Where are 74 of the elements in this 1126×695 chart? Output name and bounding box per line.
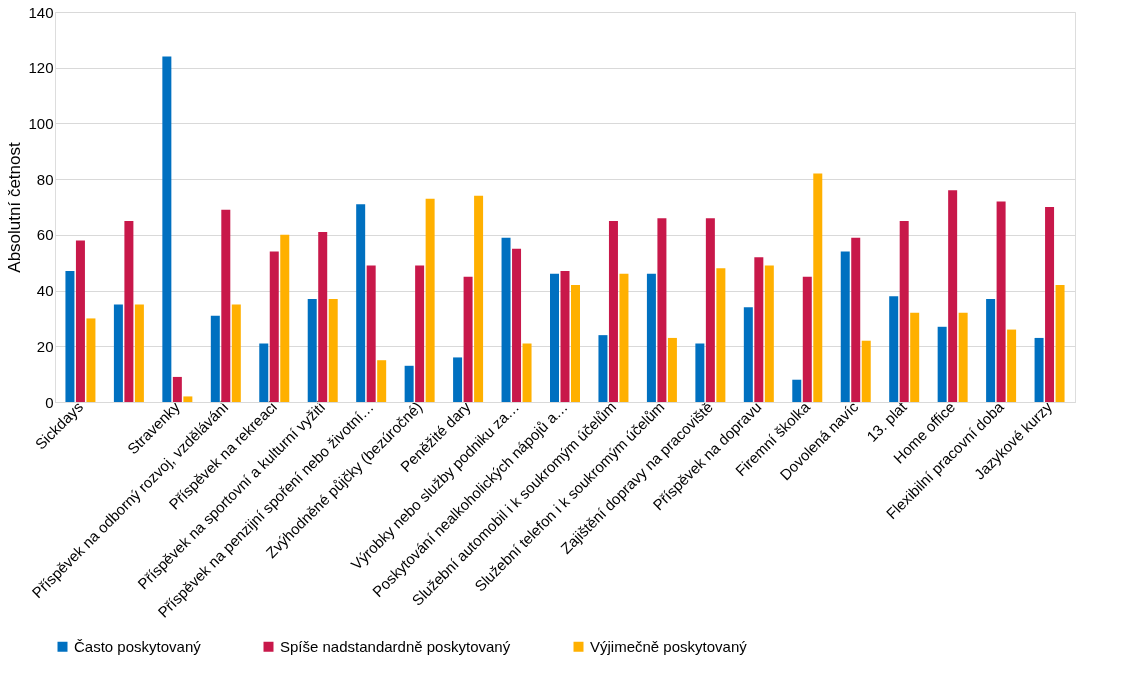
bar xyxy=(608,220,618,402)
y-tick-label: 60 xyxy=(36,226,54,244)
bar xyxy=(231,304,241,402)
y-tick-label: 40 xyxy=(36,282,54,300)
bar xyxy=(851,237,861,402)
legend-label: Výjimečně poskytovaný xyxy=(590,637,748,655)
bar xyxy=(560,271,570,402)
bar xyxy=(754,257,764,402)
bar xyxy=(598,335,608,402)
bar xyxy=(221,209,231,402)
bar xyxy=(861,340,871,402)
bar xyxy=(937,326,947,402)
bar xyxy=(619,273,629,402)
bar xyxy=(657,218,667,402)
bar xyxy=(1045,207,1055,402)
bar xyxy=(259,343,269,402)
bar xyxy=(1034,337,1044,402)
bar xyxy=(1007,329,1017,402)
bar xyxy=(356,204,366,402)
bar xyxy=(764,265,774,402)
bar xyxy=(113,304,123,402)
legend-label: Často poskytovaný xyxy=(74,637,202,655)
bar xyxy=(463,276,473,402)
bar xyxy=(743,307,753,402)
bar xyxy=(667,337,677,402)
bar xyxy=(134,304,144,402)
bar xyxy=(986,298,996,402)
bar xyxy=(415,265,425,402)
bar xyxy=(889,296,899,402)
bar xyxy=(425,198,435,402)
bar xyxy=(162,56,172,402)
y-tick-label: 100 xyxy=(28,114,54,132)
bar xyxy=(792,379,802,402)
bar xyxy=(269,251,279,402)
y-tick-label: 140 xyxy=(28,3,54,21)
y-tick-label: 20 xyxy=(36,337,54,355)
bar xyxy=(899,220,909,402)
bar xyxy=(522,343,532,402)
bar xyxy=(318,232,328,402)
y-tick-label: 120 xyxy=(28,59,54,77)
bar xyxy=(366,265,376,402)
bar xyxy=(404,365,414,402)
bar xyxy=(210,315,220,402)
bar xyxy=(705,218,715,402)
bar xyxy=(65,271,75,402)
bar xyxy=(377,360,387,402)
bar xyxy=(550,273,559,402)
bar xyxy=(813,173,823,402)
bar xyxy=(307,298,317,402)
bar xyxy=(958,312,968,402)
bar xyxy=(124,220,134,402)
bar xyxy=(86,318,96,402)
bar xyxy=(646,273,656,402)
bar xyxy=(802,276,812,402)
bar xyxy=(172,376,182,402)
bar xyxy=(910,312,920,402)
bar xyxy=(695,343,705,402)
bar xyxy=(75,240,85,402)
bar xyxy=(1055,285,1065,402)
y-tick-label: 80 xyxy=(36,170,54,188)
bar xyxy=(501,237,511,402)
bar xyxy=(512,248,522,402)
bar xyxy=(996,201,1006,402)
bar xyxy=(571,285,580,402)
bar xyxy=(280,234,290,402)
bar xyxy=(453,357,463,402)
bar xyxy=(840,251,850,402)
bar xyxy=(183,396,193,402)
legend-label: Spíše nadstandardně poskytovaný xyxy=(280,637,511,655)
bar xyxy=(474,195,484,402)
y-axis-title: Absolutní četnost xyxy=(5,142,25,273)
bar xyxy=(948,190,958,402)
bar xyxy=(716,268,726,402)
bar xyxy=(328,298,338,402)
